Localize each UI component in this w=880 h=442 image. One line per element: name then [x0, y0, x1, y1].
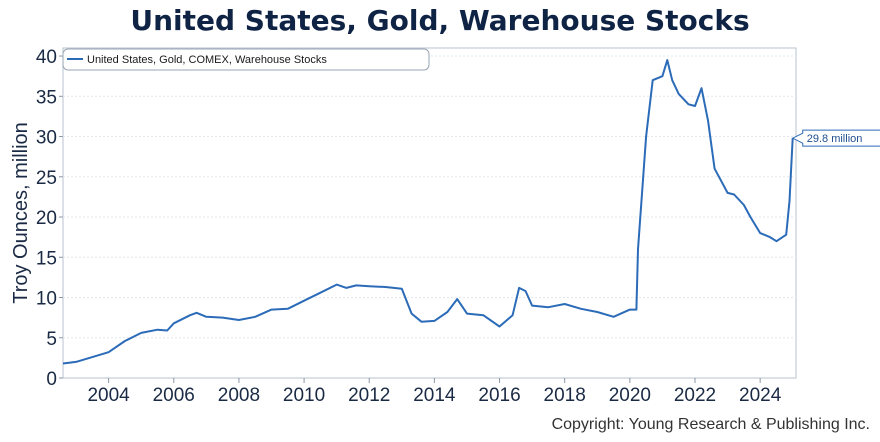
x-tick-label: 2020 [609, 385, 651, 406]
y-axis-ticks: 0 5 10 15 20 25 30 35 40 [36, 47, 63, 390]
y-tick-label: 5 [46, 329, 57, 350]
plot-area [62, 47, 797, 379]
x-tick-label: 2008 [218, 385, 260, 406]
copyright-notice: Copyright: Young Research & Publishing I… [551, 416, 870, 433]
legend-label: United States, Gold, COMEX, Warehouse St… [87, 54, 327, 66]
y-tick-label: 20 [36, 208, 57, 229]
x-tick-label: 2010 [283, 385, 325, 406]
last-value-label: 29.8 million [807, 133, 863, 145]
legend: United States, Gold, COMEX, Warehouse St… [62, 48, 430, 71]
x-tick-label: 2022 [674, 385, 716, 406]
x-tick-label: 2004 [87, 385, 130, 406]
y-tick-label: 0 [46, 369, 57, 390]
callout-shape [791, 129, 880, 147]
y-tick-label: 35 [36, 87, 57, 108]
y-tick-label: 30 [36, 128, 57, 149]
x-tick-label: 2014 [413, 385, 456, 406]
chart-title: United States, Gold, Warehouse Stocks [130, 4, 750, 37]
last-value-callout: 29.8 million [791, 129, 880, 147]
x-axis-ticks: 2004 2006 2008 2010 2012 2014 2016 2018 2020 2022… [87, 378, 782, 406]
x-tick-label: 2016 [478, 385, 520, 406]
x-tick-label: 2006 [153, 385, 195, 406]
y-tick-label: 10 [36, 289, 57, 310]
y-tick-label: 40 [36, 47, 57, 68]
y-tick-label: 25 [36, 168, 57, 189]
legend-box [62, 48, 430, 71]
x-tick-label: 2024 [739, 385, 782, 406]
series-line [62, 59, 794, 365]
y-axis-label: Troy Ounces, million [10, 122, 32, 304]
x-tick-label: 2012 [348, 385, 390, 406]
x-tick-label: 2018 [544, 385, 586, 406]
y-tick-label: 15 [36, 248, 57, 269]
